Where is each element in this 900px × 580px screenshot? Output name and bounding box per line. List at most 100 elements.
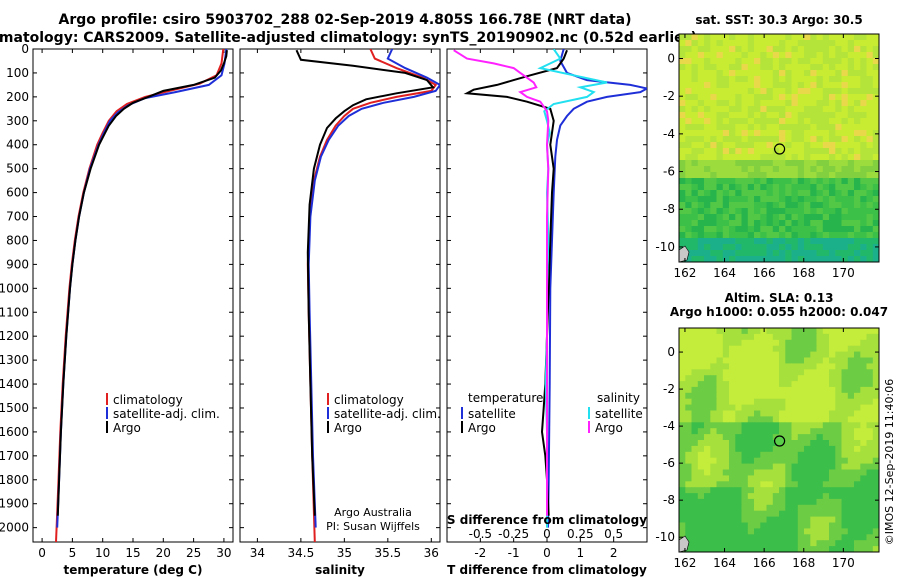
map-cell — [797, 457, 805, 464]
map-cell — [772, 534, 780, 541]
map-cell — [822, 238, 830, 245]
map-cell — [747, 504, 755, 512]
map-cell — [716, 154, 724, 161]
map-cell — [779, 214, 786, 221]
map-cell — [754, 498, 761, 506]
map-cell — [741, 546, 749, 553]
map-cell — [810, 202, 817, 209]
map-cell — [835, 451, 842, 459]
map-cell — [772, 208, 780, 215]
map-cell — [847, 256, 855, 263]
map-cell — [722, 178, 730, 185]
map-cell — [760, 94, 767, 101]
map-cell — [754, 534, 761, 541]
map-cell — [685, 256, 692, 263]
map-cell — [847, 504, 855, 512]
map-cell — [772, 392, 780, 400]
map-cell — [860, 238, 867, 245]
map-cell — [860, 166, 867, 173]
map-cell — [816, 339, 824, 347]
map-cell — [847, 546, 855, 553]
map-cell — [779, 333, 786, 341]
map-cell — [829, 469, 836, 476]
map-cell — [722, 208, 730, 215]
map-cell — [685, 160, 692, 167]
map-cell — [816, 220, 824, 227]
map-cell — [691, 345, 699, 352]
map-cell — [860, 516, 867, 523]
map-cell — [829, 88, 836, 95]
map-cell — [854, 46, 861, 53]
map-cell — [810, 70, 817, 77]
map-cell — [810, 100, 817, 107]
map-cell — [797, 357, 805, 364]
map-cell — [779, 172, 786, 179]
map-cell — [797, 540, 805, 547]
map-cell — [710, 363, 717, 370]
map-cell — [829, 333, 836, 341]
map-cell — [741, 172, 749, 179]
map-cell — [791, 422, 799, 429]
map-cell — [679, 226, 686, 233]
map-cell — [791, 160, 799, 167]
map-cell — [691, 493, 699, 500]
map-cell — [735, 392, 742, 400]
map-cell — [679, 381, 686, 388]
map-cell — [747, 534, 755, 541]
map-cell — [716, 369, 724, 376]
map-cell — [741, 351, 749, 358]
map-cell — [685, 410, 692, 417]
map-cell — [822, 130, 830, 137]
map-cell — [866, 226, 874, 233]
map-cell — [741, 226, 749, 233]
map-cell — [785, 351, 792, 358]
map-cell — [691, 416, 699, 423]
map-cell — [866, 445, 874, 453]
map-cell — [822, 434, 830, 441]
map-cell — [741, 202, 749, 209]
map-cell — [729, 160, 736, 167]
map-cell — [835, 481, 842, 488]
map-cell — [810, 160, 817, 167]
map-cell — [785, 451, 792, 459]
map-cell — [835, 70, 842, 77]
map-cell — [860, 58, 867, 65]
map-cell — [841, 82, 849, 89]
map-cell — [829, 510, 836, 517]
map-cell — [766, 166, 774, 173]
map-cell — [785, 493, 792, 500]
map-cell — [816, 160, 824, 167]
map-cell — [835, 148, 842, 155]
map-cell — [785, 328, 792, 335]
map-cell — [866, 528, 874, 535]
map-cell — [779, 226, 786, 233]
map-cell — [729, 516, 736, 523]
map-cell — [791, 528, 799, 535]
map-cell — [710, 112, 717, 119]
map-cell — [835, 250, 842, 257]
map-cell — [810, 220, 817, 227]
map-cell — [785, 172, 792, 179]
map-cell — [860, 428, 867, 435]
map-cell — [854, 510, 861, 517]
map-cell — [854, 381, 861, 388]
map-cell — [866, 178, 874, 185]
map-cell — [704, 184, 711, 191]
map-cell — [841, 475, 849, 482]
map-cell — [829, 487, 836, 494]
map-cell — [754, 130, 761, 137]
map-cell — [822, 345, 830, 352]
map-cell — [772, 232, 780, 239]
map-cell — [860, 504, 867, 512]
map-cell — [779, 451, 786, 459]
map-cell — [860, 136, 867, 143]
map-cell — [841, 160, 849, 167]
map-cell — [816, 451, 824, 459]
map-cell — [754, 52, 761, 59]
map-cell — [685, 528, 692, 535]
map-x-tick-label: 166 — [753, 556, 776, 570]
map-cell — [679, 64, 686, 71]
map-cell — [747, 136, 755, 143]
map-cell — [741, 214, 749, 221]
map-cell — [822, 398, 830, 405]
